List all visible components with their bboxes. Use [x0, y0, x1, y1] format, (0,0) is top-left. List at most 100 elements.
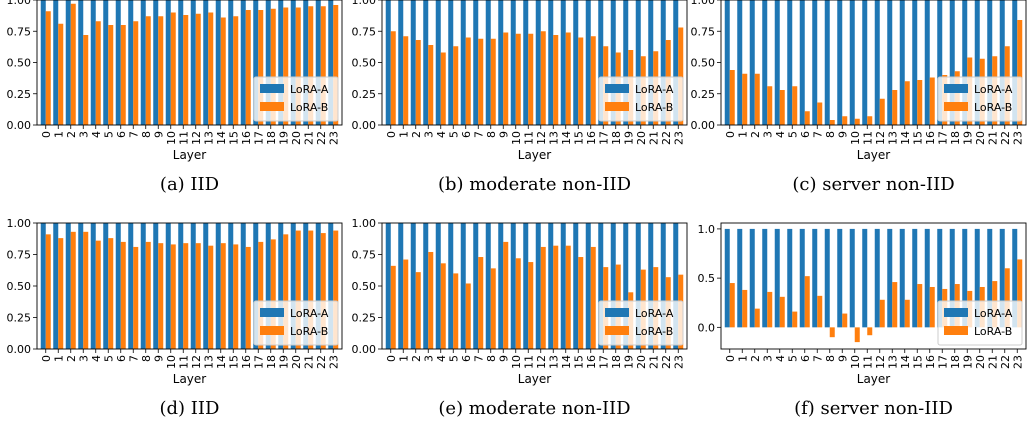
bar-lora-b	[540, 246, 546, 349]
x-tick-label: 5	[786, 131, 799, 138]
bar-lora-b	[108, 238, 114, 349]
x-tick-label: 21	[986, 355, 999, 369]
x-tick-label: 23	[1011, 355, 1024, 369]
bar-lora-b	[333, 230, 339, 349]
bar-lora-a	[435, 0, 441, 125]
bar-lora-a	[962, 228, 968, 328]
bar-lora-a	[762, 0, 768, 125]
bar-lora-a	[265, 223, 271, 349]
bar-lora-a	[548, 0, 554, 125]
bar-lora-a	[398, 223, 404, 349]
legend-label: LoRA-A	[974, 83, 1013, 96]
bar-lora-a	[140, 223, 146, 349]
x-tick-label: 20	[635, 355, 648, 369]
bar-lora-a	[410, 0, 416, 125]
bar-lora-b	[283, 234, 289, 349]
bar-lora-b	[829, 327, 835, 338]
bar-lora-a	[610, 223, 616, 349]
bar-lora-b	[183, 15, 189, 125]
bar-lora-a	[787, 228, 793, 328]
x-tick-label: 11	[177, 131, 190, 145]
x-tick-label: 7	[811, 355, 824, 362]
bar-lora-a	[385, 0, 391, 125]
bar-lora-b	[528, 33, 534, 125]
x-tick-label: 0	[40, 131, 53, 138]
bar-lora-b	[854, 118, 860, 125]
legend-label: LoRA-A	[290, 83, 329, 96]
bar-lora-a	[115, 223, 121, 349]
x-tick-label: 3	[761, 131, 774, 138]
x-tick-label: 16	[585, 131, 598, 145]
x-tick-label: 20	[974, 131, 987, 145]
x-tick-label: 8	[824, 355, 837, 362]
legend-swatch	[605, 102, 629, 111]
bar-lora-a	[849, 0, 855, 125]
plot-frame	[381, 222, 688, 350]
y-tick-label: 0.50	[352, 280, 377, 293]
bar-lora-a	[140, 0, 146, 125]
bar-lora-a	[303, 0, 309, 125]
bar-lora-b	[403, 36, 409, 125]
bar-lora-a	[635, 0, 641, 125]
bar-lora-b	[842, 313, 848, 328]
bar-lora-b	[45, 234, 51, 349]
y-tick-label: 0.00	[7, 119, 32, 132]
x-tick-label: 18	[949, 355, 962, 369]
bar-lora-b	[308, 230, 314, 349]
bar-lora-b	[804, 276, 810, 328]
x-tick-label: 5	[447, 355, 460, 362]
bar-lora-b	[45, 11, 51, 125]
bar-lora-a	[498, 0, 504, 125]
bar-lora-b	[158, 243, 164, 349]
x-tick-label: 21	[302, 131, 315, 145]
bar-lora-b	[829, 120, 835, 125]
bar-lora-b	[295, 230, 301, 349]
legend: LoRA-A LoRA-B	[598, 76, 684, 122]
bar-lora-a	[190, 223, 196, 349]
x-tick-label: 19	[277, 355, 290, 369]
x-tick-label: 5	[447, 131, 460, 138]
x-tick-label: 8	[140, 355, 153, 362]
x-tick-label: 11	[522, 355, 535, 369]
x-tick-label: 18	[610, 131, 623, 145]
bar-lora-b	[478, 257, 484, 349]
bar-lora-a	[560, 0, 566, 125]
bar-lora-a	[737, 0, 743, 125]
legend-swatch	[260, 84, 284, 93]
bar-lora-a	[648, 0, 654, 125]
x-tick-label: 6	[115, 355, 128, 362]
y-tick-label: 0.75	[7, 25, 32, 38]
x-tick-label: 7	[127, 131, 140, 138]
bar-lora-b	[528, 262, 534, 349]
legend: LoRA-A LoRA-B	[253, 76, 339, 122]
bar-lora-a	[460, 223, 466, 349]
x-tick-label: 20	[974, 355, 987, 369]
legend-swatch	[605, 84, 629, 93]
bar-lora-b	[58, 23, 64, 125]
bar-lora-b	[553, 35, 559, 125]
bar-lora-a	[862, 228, 868, 328]
bar-lora-a	[90, 223, 96, 349]
bar-lora-b	[220, 17, 226, 125]
bar-lora-a	[203, 223, 209, 349]
y-tick-label: 0.00	[352, 343, 377, 356]
bar-lora-b	[917, 80, 923, 125]
bar-lora-b	[578, 37, 584, 125]
bar-lora-b	[817, 102, 823, 125]
bar-lora-a	[190, 0, 196, 125]
x-tick-label: 23	[1011, 131, 1024, 145]
x-tick-label: 7	[127, 355, 140, 362]
x-tick-label: 11	[177, 355, 190, 369]
bar-lora-a	[937, 228, 943, 328]
x-tick-label: 19	[277, 131, 290, 145]
bar-lora-a	[535, 0, 541, 125]
bar-lora-a	[423, 223, 429, 349]
bar-lora-b	[95, 21, 101, 125]
y-tick-label: 0.5	[698, 272, 716, 285]
bar-lora-a	[660, 0, 666, 125]
bar-lora-b	[108, 25, 114, 125]
x-tick-label: 15	[572, 355, 585, 369]
bar-lora-b	[867, 116, 873, 125]
x-tick-label: 12	[190, 355, 203, 369]
bar-lora-b	[792, 311, 798, 328]
